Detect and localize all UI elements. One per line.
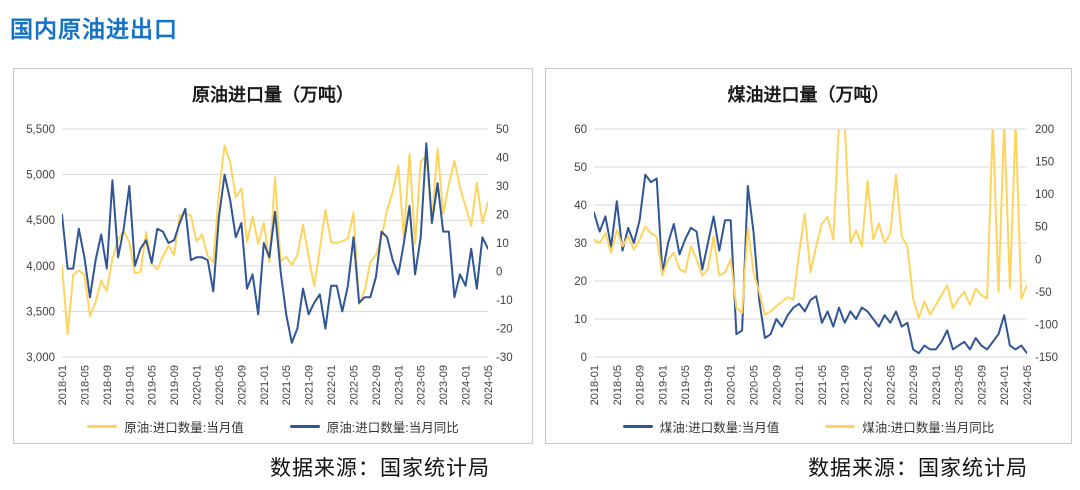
line-swatch-icon <box>87 425 118 428</box>
svg-text:50: 50 <box>1035 222 1048 234</box>
svg-text:2021-09: 2021-09 <box>304 365 316 405</box>
svg-text:2023-05: 2023-05 <box>954 365 966 405</box>
svg-text:2021-09: 2021-09 <box>840 365 852 405</box>
legend-label: 煤油:进口数量:当月同比 <box>862 421 995 435</box>
svg-text:2019-01: 2019-01 <box>124 365 136 405</box>
kerosene-import-panel: 煤油进口量（万吨） 60 50 40 30 20 10 0 200 150 100 50 0 -50 -1… <box>545 68 1072 444</box>
svg-text:2018-05: 2018-05 <box>79 365 91 405</box>
svg-text:200: 200 <box>1035 124 1054 136</box>
svg-text:2018-01: 2018-01 <box>589 365 601 405</box>
svg-text:2020-09: 2020-09 <box>236 365 248 405</box>
crude-oil-chart-title: 原油进口量（万吨） <box>192 85 354 105</box>
svg-text:10: 10 <box>496 238 509 250</box>
crude-oil-import-panel: 原油进口量（万吨） 5,500 5,000 4,500 4,000 3,500 3,000… <box>13 68 533 444</box>
svg-text:0: 0 <box>1035 254 1041 266</box>
svg-text:30: 30 <box>574 238 587 250</box>
svg-text:3,500: 3,500 <box>26 306 55 318</box>
svg-text:2023-09: 2023-09 <box>438 365 450 405</box>
svg-text:2023-01: 2023-01 <box>931 365 943 405</box>
source-note-right: 数据来源：国家统计局 <box>808 456 1028 480</box>
svg-text:2024-01: 2024-01 <box>999 365 1011 405</box>
svg-text:2024-05: 2024-05 <box>1022 365 1034 405</box>
svg-text:2020-05: 2020-05 <box>214 365 226 405</box>
source-note-left: 数据来源：国家统计局 <box>270 456 490 480</box>
legend-item: 原油:进口数量:当月同比 <box>289 417 459 436</box>
svg-text:2020-05: 2020-05 <box>749 365 761 405</box>
legend-label: 煤油:进口数量:当月值 <box>659 421 780 435</box>
svg-text:40: 40 <box>496 153 509 165</box>
kerosene-chart-title: 煤油进口量（万吨） <box>727 85 890 105</box>
svg-text:2018-09: 2018-09 <box>102 365 114 405</box>
svg-text:20: 20 <box>574 276 587 288</box>
svg-text:2020-09: 2020-09 <box>771 365 783 405</box>
svg-text:-20: -20 <box>496 324 513 336</box>
svg-text:2019-01: 2019-01 <box>657 365 669 405</box>
svg-text:2024-05: 2024-05 <box>483 365 495 405</box>
svg-text:2023-05: 2023-05 <box>416 365 428 405</box>
svg-text:30: 30 <box>496 181 509 193</box>
svg-text:10: 10 <box>574 314 587 326</box>
svg-text:2021-01: 2021-01 <box>794 365 806 405</box>
line-swatch-icon <box>622 425 653 428</box>
legend-item: 原油:进口数量:当月值 <box>87 417 244 436</box>
svg-text:150: 150 <box>1035 157 1054 169</box>
svg-text:2021-05: 2021-05 <box>281 365 293 405</box>
svg-text:50: 50 <box>496 124 509 136</box>
svg-text:2023-09: 2023-09 <box>976 365 988 405</box>
svg-text:-10: -10 <box>496 295 513 307</box>
svg-text:2019-09: 2019-09 <box>703 365 715 405</box>
svg-text:5,500: 5,500 <box>26 124 55 136</box>
svg-text:4,500: 4,500 <box>26 215 55 227</box>
svg-text:2022-09: 2022-09 <box>371 365 383 405</box>
svg-text:2020-01: 2020-01 <box>192 365 204 405</box>
svg-text:2018-05: 2018-05 <box>612 365 624 405</box>
svg-text:2019-05: 2019-05 <box>147 365 159 405</box>
line-swatch-icon <box>825 425 856 428</box>
svg-text:2022-05: 2022-05 <box>885 365 897 405</box>
svg-text:50: 50 <box>574 162 587 174</box>
svg-text:2022-05: 2022-05 <box>348 365 360 405</box>
kerosene-chart-legend: 煤油:进口数量:当月值 煤油:进口数量:当月同比 <box>546 417 1071 436</box>
svg-text:2022-09: 2022-09 <box>908 365 920 405</box>
svg-text:0: 0 <box>581 352 587 364</box>
svg-text:2018-09: 2018-09 <box>635 365 647 405</box>
crude-oil-chart-plot: 5,500 5,000 4,500 4,000 3,500 3,000 50 40 30 20 10… <box>14 117 532 419</box>
svg-text:2018-01: 2018-01 <box>57 365 69 405</box>
legend-label: 原油:进口数量:当月同比 <box>326 421 459 435</box>
legend-label: 原油:进口数量:当月值 <box>124 421 244 435</box>
svg-text:2020-01: 2020-01 <box>726 365 738 405</box>
svg-text:40: 40 <box>574 200 587 212</box>
page-title: 国内原油进出口 <box>10 16 178 42</box>
svg-text:5,000: 5,000 <box>26 170 55 182</box>
svg-text:2022-01: 2022-01 <box>862 365 874 405</box>
svg-text:-50: -50 <box>1035 287 1052 299</box>
kerosene-chart-plot: 60 50 40 30 20 10 0 200 150 100 50 0 -50 -100 -150 2018… <box>546 117 1071 419</box>
svg-text:20: 20 <box>496 210 509 222</box>
svg-text:2022-01: 2022-01 <box>326 365 338 405</box>
crude-oil-chart-legend: 原油:进口数量:当月值 原油:进口数量:当月同比 <box>14 417 532 436</box>
svg-text:2019-09: 2019-09 <box>169 365 181 405</box>
line-swatch-icon <box>289 425 320 428</box>
svg-text:2024-01: 2024-01 <box>461 365 473 405</box>
legend-item: 煤油:进口数量:当月同比 <box>825 417 994 436</box>
svg-text:3,000: 3,000 <box>26 352 55 364</box>
svg-text:2023-01: 2023-01 <box>393 365 405 405</box>
svg-text:4,000: 4,000 <box>26 261 55 273</box>
legend-item: 煤油:进口数量:当月值 <box>622 417 780 436</box>
svg-text:60: 60 <box>574 124 587 136</box>
svg-text:0: 0 <box>496 267 502 279</box>
svg-text:-150: -150 <box>1035 352 1058 364</box>
svg-text:2021-01: 2021-01 <box>259 365 271 405</box>
svg-text:2019-05: 2019-05 <box>680 365 692 405</box>
svg-text:100: 100 <box>1035 189 1054 201</box>
svg-text:2021-05: 2021-05 <box>817 365 829 405</box>
svg-text:-100: -100 <box>1035 319 1058 331</box>
svg-text:-30: -30 <box>496 352 513 364</box>
